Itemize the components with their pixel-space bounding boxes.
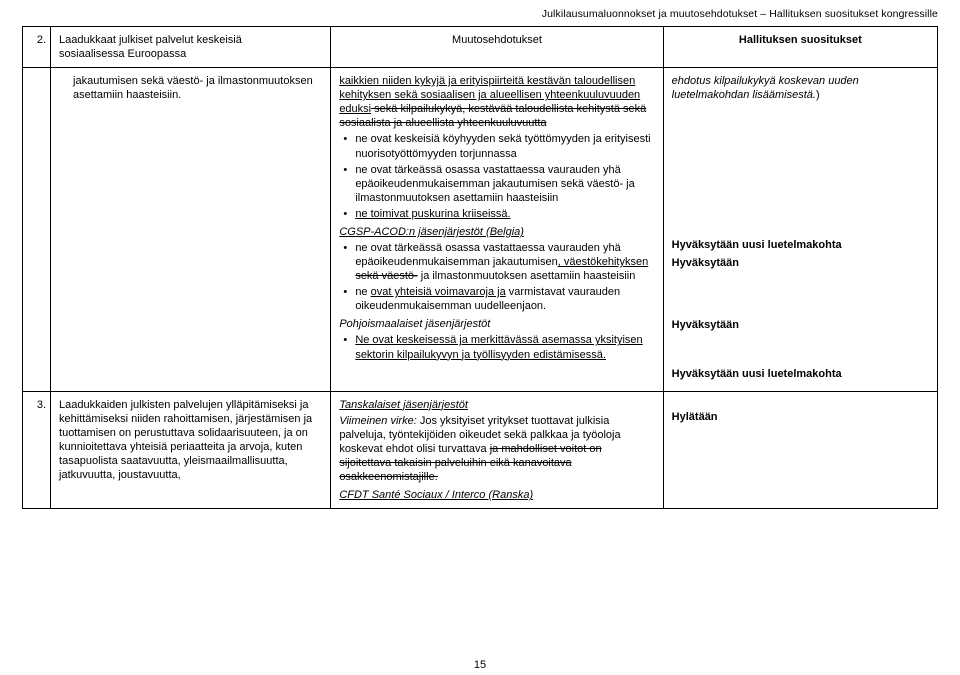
spacer bbox=[672, 337, 929, 367]
underline-text: ne toimivat puskurina kriiseissä. bbox=[355, 208, 510, 220]
text: ja ilmastonmuutoksen asettamiin haasteis… bbox=[418, 270, 636, 282]
source-heading: Tanskalaiset jäsenjärjestöt bbox=[339, 398, 654, 412]
col1-subtext: jakautumisen sekä väestö- ja ilmastonmuu… bbox=[59, 74, 322, 102]
list-item: ne ovat tärkeässä osassa vastattaessa va… bbox=[339, 163, 654, 205]
page: { "doc_header": "Julkilausumaluonnokset … bbox=[0, 0, 960, 675]
col1-body: Laadukkaiden julkisten palvelujen ylläpi… bbox=[51, 391, 331, 509]
source-heading: CFDT Santé Sociaux / Interco (Ranska) bbox=[339, 488, 654, 502]
list-item: ne toimivat puskurina kriiseissä. bbox=[339, 207, 654, 221]
spacer bbox=[672, 106, 929, 238]
col1-body: jakautumisen sekä väestö- ja ilmastonmuu… bbox=[51, 68, 331, 391]
table-row: 2. Laadukkaat julkiset palvelut keskeisi… bbox=[23, 27, 938, 68]
col3-body: Hylätään bbox=[663, 391, 937, 509]
spacer bbox=[672, 274, 929, 318]
strike-text: sekä väestö- bbox=[355, 270, 417, 282]
source-heading: Pohjoismaalaiset jäsenjärjestöt bbox=[339, 317, 654, 331]
list-item: Ne ovat keskeisessä ja merkittävässä ase… bbox=[339, 333, 654, 361]
recommendation-text: Hyväksytään uusi luetelmakohta bbox=[672, 367, 929, 381]
col3-body: ehdotus kilpailukykyä koskevan uuden lue… bbox=[663, 68, 937, 391]
recommendation-text: Hylätään bbox=[672, 410, 929, 424]
recommendation-text: Hyväksytään bbox=[672, 318, 929, 332]
row-number: 3. bbox=[23, 391, 51, 509]
page-number: 15 bbox=[0, 659, 960, 671]
italic-text: Viimeinen virke: bbox=[339, 415, 416, 427]
recommendation-text: ehdotus kilpailukykyä koskevan uuden lue… bbox=[672, 74, 929, 102]
list-item: ne ovat yhteisiä voimavaroja ja varmista… bbox=[339, 285, 654, 313]
row-number: 2. bbox=[23, 27, 51, 68]
intro-text: kaikkien niiden kykyjä ja erityispiirtei… bbox=[339, 74, 654, 130]
underline-text: ovat yhteisiä voimavaroja ja bbox=[371, 286, 506, 298]
title-line: sosiaalisessa Euroopassa bbox=[59, 47, 322, 61]
table-row: jakautumisen sekä väestö- ja ilmastonmuu… bbox=[23, 68, 938, 391]
amendment-text: Viimeinen virke: Jos yksityiset yritykse… bbox=[339, 414, 654, 484]
col3-header: Hallituksen suositukset bbox=[663, 27, 937, 68]
document-header: Julkilausumaluonnokset ja muutosehdotuks… bbox=[22, 8, 938, 20]
empty-cell bbox=[23, 68, 51, 391]
recommendation-text: Hyväksytään bbox=[672, 256, 929, 270]
col2-body: kaikkien niiden kykyjä ja erityispiirtei… bbox=[331, 68, 663, 391]
list-item: ne ovat tärkeässä osassa vastattaessa va… bbox=[339, 241, 654, 283]
list-item: ne ovat keskeisiä köyhyyden sekä työttöm… bbox=[339, 132, 654, 160]
underline-text: Ne ovat keskeisessä ja merkittävässä ase… bbox=[355, 334, 642, 360]
table-row: 3. Laadukkaiden julkisten palvelujen yll… bbox=[23, 391, 938, 509]
text: ne bbox=[355, 286, 370, 298]
bullet-list: Ne ovat keskeisessä ja merkittävässä ase… bbox=[339, 333, 654, 361]
main-table: 2. Laadukkaat julkiset palvelut keskeisi… bbox=[22, 26, 938, 509]
col2-header: Muutosehdotukset bbox=[331, 27, 663, 68]
recommendation-text: Hyväksytään uusi luetelmakohta bbox=[672, 238, 929, 252]
source-heading: CGSP-ACOD:n jäsenjärjestöt (Belgia) bbox=[339, 225, 654, 239]
title-cell: Laadukkaat julkiset palvelut keskeisiä s… bbox=[51, 27, 331, 68]
bullet-list: ne ovat tärkeässä osassa vastattaessa va… bbox=[339, 241, 654, 313]
bullet-list: ne ovat keskeisiä köyhyyden sekä työttöm… bbox=[339, 132, 654, 220]
strike-text: sekä kilpailukykyä, kestävää taloudellis… bbox=[339, 103, 646, 129]
underline-text: , väestökehityksen bbox=[558, 256, 649, 268]
spacer bbox=[672, 398, 929, 410]
col2-body: Tanskalaiset jäsenjärjestöt Viimeinen vi… bbox=[331, 391, 663, 509]
title-line: Laadukkaat julkiset palvelut keskeisiä bbox=[59, 33, 322, 47]
